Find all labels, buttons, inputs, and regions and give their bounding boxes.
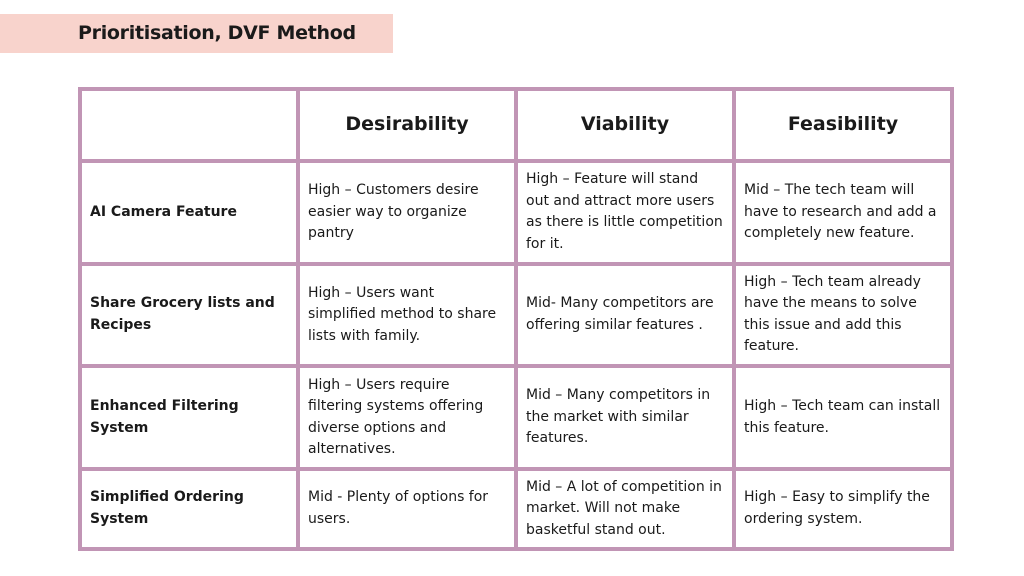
table-cell: High – Tech team already have the means … bbox=[734, 263, 952, 367]
column-header: Viability bbox=[516, 89, 734, 161]
table-row: Enhanced Filtering System High – Users re… bbox=[80, 366, 952, 469]
table-cell: High – Customers desire easier way to or… bbox=[298, 161, 516, 264]
table-cell: Mid – A lot of competition in market. Wi… bbox=[516, 468, 734, 549]
row-label: Simplified Ordering System bbox=[80, 468, 298, 549]
table-row: Share Grocery lists and Recipes High – Us… bbox=[80, 263, 952, 367]
table-cell: High – Users require filtering systems o… bbox=[298, 366, 516, 469]
table-cell: High – Tech team can install this featur… bbox=[734, 366, 952, 469]
row-label: AI Camera Feature bbox=[80, 161, 298, 264]
table-row: AI Camera Feature High – Customers desire… bbox=[80, 161, 952, 264]
title-box: Prioritisation, DVF Method bbox=[0, 14, 393, 53]
table-cell: High – Easy to simplify the ordering sys… bbox=[734, 468, 952, 549]
row-label: Share Grocery lists and Recipes bbox=[80, 263, 298, 367]
row-label: Enhanced Filtering System bbox=[80, 366, 298, 469]
table-cell: Mid – The tech team will have to researc… bbox=[734, 161, 952, 264]
table-cell: Mid – Many competitors in the market wit… bbox=[516, 366, 734, 469]
table-cell: High – Users want simplified method to s… bbox=[298, 263, 516, 367]
header-row: Desirability Viability Feasibility bbox=[80, 89, 952, 161]
dvf-table: Desirability Viability Feasibility AI Came… bbox=[78, 87, 954, 551]
corner-cell bbox=[80, 89, 298, 161]
column-header: Desirability bbox=[298, 89, 516, 161]
table-row: Simplified Ordering System Mid - Plenty o… bbox=[80, 468, 952, 549]
column-header: Feasibility bbox=[734, 89, 952, 161]
table-cell: High – Feature will stand out and attrac… bbox=[516, 161, 734, 264]
table-cell: Mid - Plenty of options for users. bbox=[298, 468, 516, 549]
table-cell: Mid- Many competitors are offering simil… bbox=[516, 263, 734, 367]
title: Prioritisation, DVF Method bbox=[78, 22, 356, 44]
